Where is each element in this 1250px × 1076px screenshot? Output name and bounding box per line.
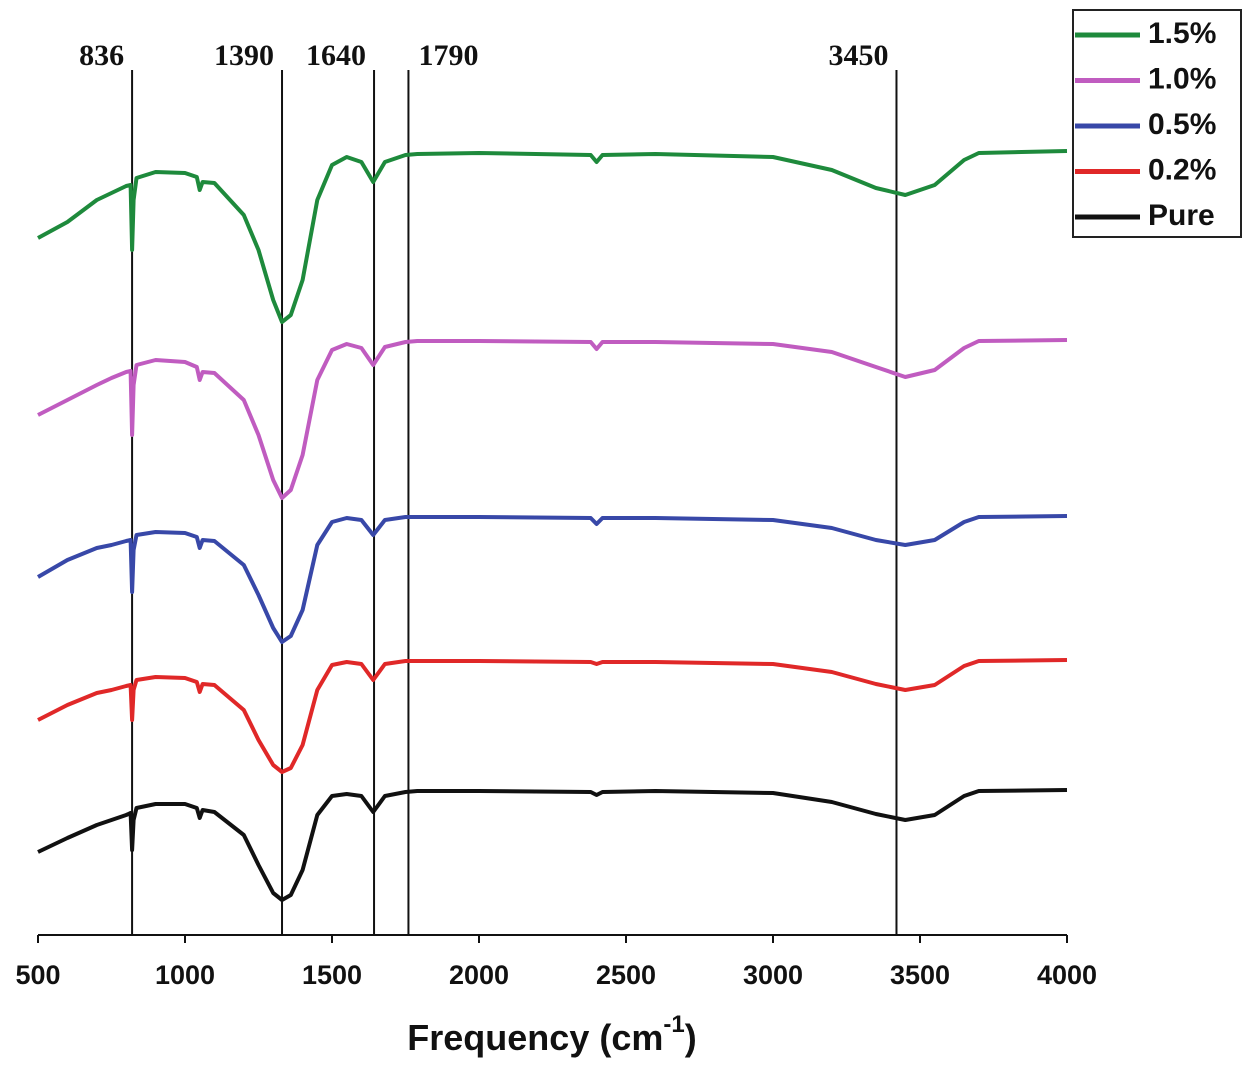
x-tick-label: 4000 <box>1037 960 1097 990</box>
x-tick-label: 3500 <box>890 960 950 990</box>
series-line <box>37 149 1068 324</box>
x-tick-label: 2000 <box>449 960 509 990</box>
x-axis-label-end: ) <box>685 1017 697 1058</box>
marker-label: 836 <box>79 39 124 72</box>
x-tick-label: 2500 <box>596 960 656 990</box>
marker-label: 3450 <box>828 39 888 72</box>
series-line <box>37 788 1068 902</box>
legend-label: 1.5% <box>1148 17 1216 50</box>
legend-label: 1.0% <box>1148 62 1216 95</box>
series-line <box>36 514 1068 644</box>
legend-label: 0.5% <box>1148 108 1216 141</box>
marker-label: 1790 <box>418 39 478 72</box>
x-axis-label: Frequency (cm-1) <box>407 1011 696 1057</box>
marker-label: 1640 <box>306 39 366 72</box>
x-axis-label-main: Frequency (cm <box>407 1017 663 1058</box>
x-tick-label: 1500 <box>302 960 362 990</box>
legend-label: 0.2% <box>1148 153 1216 186</box>
marker-label: 1390 <box>214 39 274 72</box>
x-axis-label-sup: -1 <box>663 1011 684 1038</box>
series-line <box>37 338 1068 500</box>
x-tick-label: 500 <box>15 960 60 990</box>
x-tick-label: 3000 <box>743 960 803 990</box>
x-tick-label: 1000 <box>155 960 215 990</box>
series-line <box>37 658 1068 774</box>
legend-label: Pure <box>1148 199 1215 232</box>
